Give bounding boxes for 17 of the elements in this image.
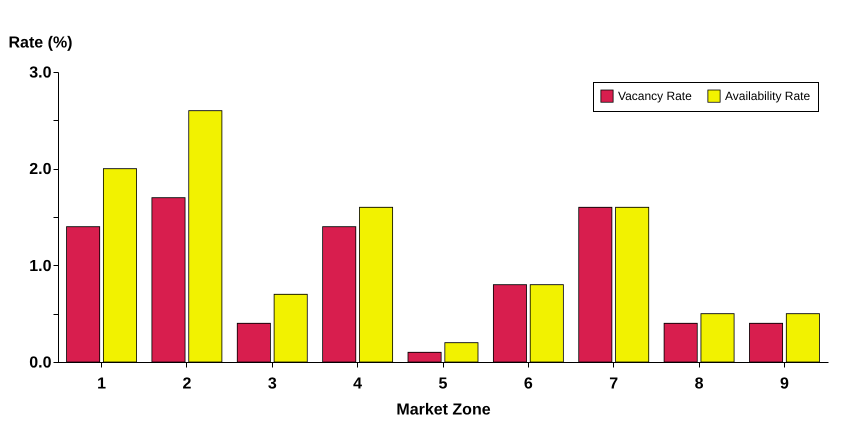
x-tick-label: 1 bbox=[97, 376, 106, 392]
x-tick-label: 6 bbox=[524, 376, 533, 392]
x-tick-label: 7 bbox=[609, 376, 618, 392]
x-tick-label: 2 bbox=[182, 376, 192, 392]
y-tick-label: 2.0 bbox=[29, 161, 52, 178]
y-axis-title: Rate (%) bbox=[8, 34, 73, 52]
y-tick-label: 0.0 bbox=[29, 354, 52, 372]
legend-label: Vacancy Rate bbox=[618, 89, 692, 104]
x-tick-label: 4 bbox=[353, 376, 362, 392]
legend-label: Availability Rate bbox=[725, 89, 810, 104]
y-tick-label: 1.0 bbox=[29, 258, 52, 275]
x-tick-label: 3 bbox=[268, 376, 277, 392]
x-tick-label: 8 bbox=[694, 376, 704, 392]
y-tick-label: 3.0 bbox=[29, 64, 52, 82]
x-tick-label: 9 bbox=[780, 376, 790, 392]
x-axis-title: Market Zone bbox=[396, 402, 491, 418]
x-tick-label: 5 bbox=[438, 376, 448, 392]
